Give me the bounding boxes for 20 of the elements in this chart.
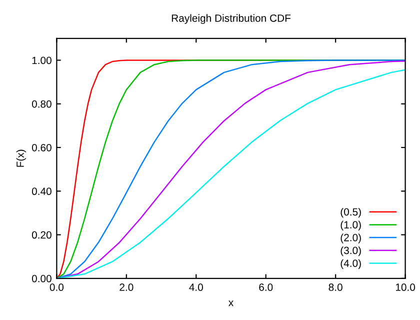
x-axis-title: x bbox=[228, 300, 234, 306]
legend-label: (2.0) bbox=[340, 234, 361, 244]
x-tick-label: 10.0 bbox=[396, 284, 416, 291]
legend-label: (4.0) bbox=[340, 259, 361, 270]
y-tick-label: 0.60 bbox=[32, 144, 52, 152]
x-tick-label: 4.0 bbox=[189, 284, 203, 291]
x-tick-label: 6.0 bbox=[259, 284, 273, 291]
legend-label: (0.5) bbox=[340, 208, 361, 218]
y-tick-label: 0.00 bbox=[32, 274, 52, 282]
y-tick-label: 0.40 bbox=[32, 188, 52, 196]
legend-label: (1.0) bbox=[340, 220, 361, 231]
legend-label: (3.0) bbox=[340, 246, 361, 256]
x-tick-label: 2.0 bbox=[120, 284, 134, 291]
chart-title: Rayleigh Distribution CDF bbox=[172, 14, 290, 24]
y-tick-label: 0.20 bbox=[32, 231, 52, 239]
x-tick-label: 8.0 bbox=[328, 284, 342, 291]
y-tick-label: 0.80 bbox=[32, 100, 52, 108]
y-tick-label: 1.00 bbox=[32, 56, 52, 64]
y-axis-title: F(x) bbox=[16, 150, 26, 167]
x-tick-label: 0.0 bbox=[50, 284, 64, 291]
